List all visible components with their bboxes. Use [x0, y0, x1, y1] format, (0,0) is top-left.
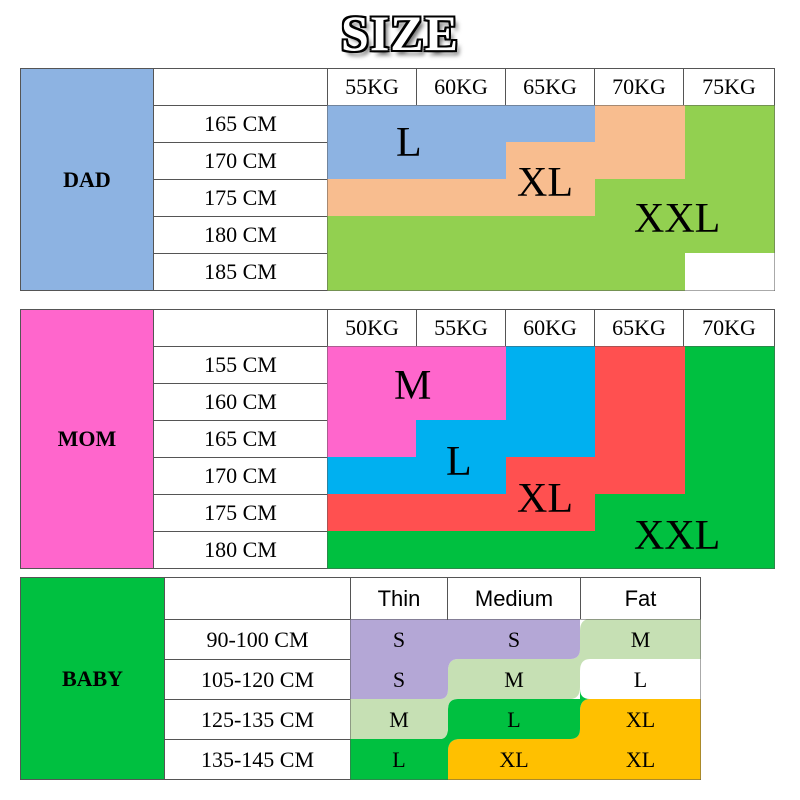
baby-cell: XL: [625, 746, 656, 772]
mom-height-row: 170 CM: [153, 457, 328, 495]
baby-divider: [447, 577, 448, 620]
mom-height-row: 175 CM: [153, 494, 328, 532]
mom-size-m: M: [394, 363, 432, 409]
mom-height-row: 165 CM: [153, 420, 328, 458]
baby-cell: S: [392, 666, 406, 692]
baby-cell: S: [507, 626, 521, 652]
baby-cell: XL: [625, 706, 656, 732]
baby-region-s: [350, 619, 580, 699]
dad-height-row: 185 CM: [153, 253, 328, 291]
baby-region-l: [350, 659, 701, 780]
baby-height-row: 135-145 CM: [164, 739, 351, 780]
baby-region-xl: [448, 699, 701, 780]
baby-label: BABY: [20, 577, 165, 780]
dad-size-chart: [327, 105, 775, 291]
dad-size-l: L: [396, 120, 422, 166]
mom-region-m: [327, 346, 506, 457]
baby-height-row: 90-100 CM: [164, 619, 351, 660]
mom-size-chart: [327, 346, 775, 569]
baby-cell: M: [504, 666, 524, 692]
baby-cell: M: [630, 626, 651, 652]
mom-header-blank: [153, 309, 328, 347]
dad-label: DAD: [20, 68, 154, 291]
dad-weight-header: 65KG: [505, 68, 595, 106]
mom-weight-header: 70KG: [683, 309, 775, 347]
mom-height-row: 155 CM: [153, 346, 328, 384]
baby-column-header: Thin: [350, 577, 448, 620]
mom-height-row: 160 CM: [153, 383, 328, 421]
mom-weight-header: 65KG: [594, 309, 684, 347]
dad-height-row: 175 CM: [153, 179, 328, 217]
dad-weight-header: 55KG: [327, 68, 417, 106]
dad-weight-header: 70KG: [594, 68, 684, 106]
baby-size-chart: [350, 619, 701, 780]
mom-size-xl: XL: [517, 476, 573, 522]
baby-column-header: Medium: [447, 577, 581, 620]
mom-weight-header: 60KG: [505, 309, 595, 347]
dad-size-xxl: XXL: [634, 196, 721, 242]
mom-weight-header: 50KG: [327, 309, 417, 347]
dad-height-row: 165 CM: [153, 105, 328, 143]
baby-column-header: Fat: [580, 577, 701, 620]
baby-height-row: 125-135 CM: [164, 699, 351, 740]
baby-cell: L: [633, 666, 648, 692]
dad-size-xl: XL: [517, 160, 573, 206]
mom-size-xxl: XXL: [634, 513, 721, 559]
page-title: SIZE: [341, 5, 459, 61]
mom-region-xl: [327, 346, 685, 531]
baby-height-row: 105-120 CM: [164, 659, 351, 700]
dad-weight-header: 60KG: [416, 68, 506, 106]
mom-label: MOM: [20, 309, 154, 569]
dad-height-row: 170 CM: [153, 142, 328, 180]
baby-cell: S: [392, 626, 406, 652]
mom-size-l: L: [446, 439, 472, 485]
dad-height-row: 180 CM: [153, 216, 328, 254]
baby-cell: L: [392, 746, 406, 772]
baby-cell: L: [507, 706, 521, 732]
dad-region-l: [327, 105, 595, 179]
baby-header-blank: [164, 577, 351, 620]
baby-region-m: [350, 619, 701, 739]
baby-cell: XL: [499, 746, 529, 772]
dad-header-blank: [153, 68, 328, 106]
mom-weight-header: 55KG: [416, 309, 506, 347]
dad-weight-header: 75KG: [683, 68, 775, 106]
mom-height-row: 180 CM: [153, 531, 328, 569]
dad-region-xxl: [327, 105, 775, 291]
baby-cell: M: [389, 706, 409, 732]
